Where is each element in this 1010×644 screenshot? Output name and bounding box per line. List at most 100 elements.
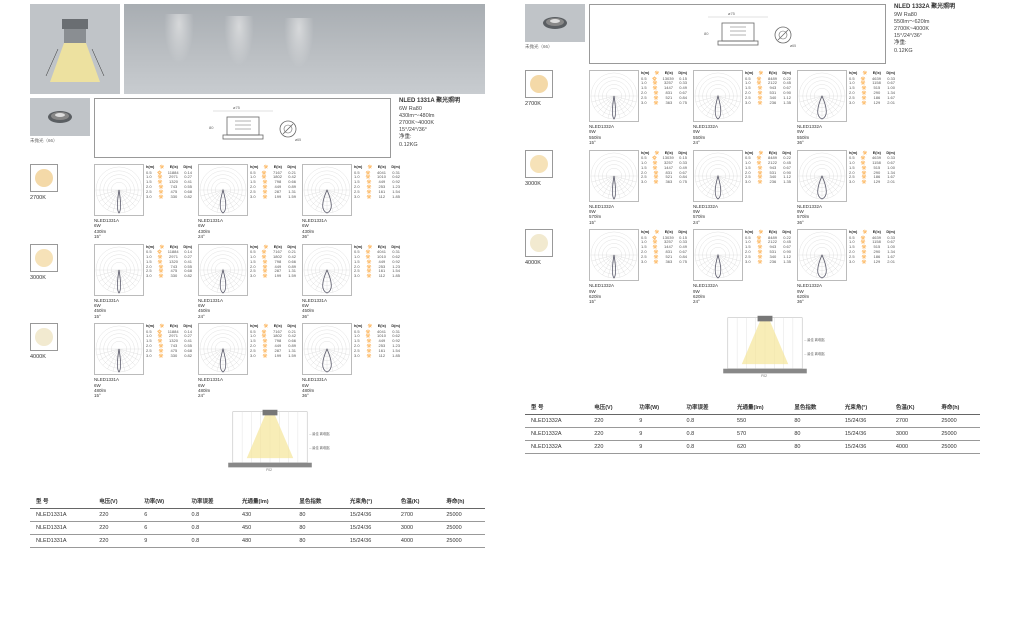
table-cell: 4000	[395, 534, 440, 547]
polar-diagram	[797, 229, 847, 281]
table-row: NLED1331A22060.84308015/24/36270025000	[30, 508, 485, 521]
table-cell: 25000	[935, 427, 980, 440]
spec-row: 未抛光（66） ø75 80 ø65	[30, 98, 485, 158]
table-header: 显色指数	[293, 494, 344, 509]
cct-label: 3000K	[525, 181, 541, 187]
table-cell: 15/24/36	[839, 440, 890, 453]
table-cell: 80	[293, 534, 344, 547]
photometric-card: h(m)🔆E(lx)D(m)0.5🔆46390.331.0🔆11580.671.…	[797, 150, 897, 226]
table-cell: 0.8	[681, 427, 732, 440]
table-cell: 2700	[395, 508, 440, 521]
table-header: 型 号	[525, 400, 588, 415]
table-cell: 25000	[440, 508, 485, 521]
table-cell: 25000	[935, 414, 980, 427]
temp-section: 2700Kh(m)🔆E(lx)D(m)0.5🔆130390.151.0🔆3257…	[525, 70, 980, 146]
cct-swatch	[30, 323, 58, 351]
cct-label: 4000K	[525, 260, 541, 266]
table-cell: 0.8	[186, 508, 237, 521]
lux-table: h(m)🔆E(lx)D(m)0.5🔆71670.211.0🔆18020.421.…	[248, 323, 298, 375]
svg-text:ø65: ø65	[295, 138, 301, 142]
table-cell: 25000	[440, 521, 485, 534]
spec-lumen: 550lm～620lm	[894, 19, 980, 26]
table-cell: 570	[731, 427, 788, 440]
table-header: 光通量(lm)	[236, 494, 293, 509]
table-cell: 620	[731, 440, 788, 453]
table-header: 显色指数	[788, 400, 839, 415]
spec-weight-label: 净重:	[399, 134, 485, 141]
table-header: 寿命(h)	[440, 494, 485, 509]
table-row: NLED1332A22090.86208015/24/36400025000	[525, 440, 980, 453]
cct-label: 4000K	[30, 354, 46, 360]
table-row: NLED1332A22090.85708015/24/36300025000	[525, 427, 980, 440]
table-cell: 220	[93, 508, 138, 521]
card-info: NLED1331A6W480lm15°	[94, 375, 194, 399]
table-header: 寿命(h)	[935, 400, 980, 415]
card-info: NLED1332A9W570lm15°	[589, 202, 689, 226]
table-cell: 15/24/36	[839, 427, 890, 440]
lux-table: h(m)🔆E(lx)D(m)0.5🔆130390.151.0🔆32570.331…	[639, 150, 689, 202]
cct-swatch	[30, 164, 58, 192]
spec-row-right: 未抛光（66） ø75 80 ø65	[525, 4, 980, 64]
photometric-card: h(m)🔆E(lx)D(m)0.5🔆71670.211.0🔆18020.421.…	[198, 164, 298, 240]
card-info: NLED1331A6W480lm36°	[302, 375, 402, 399]
table-cell: 15/24/36	[344, 534, 395, 547]
left-column: 未抛光（66） ø75 80 ø65	[30, 4, 485, 548]
table-row: NLED1332A22090.85508015/24/36270025000	[525, 414, 980, 427]
cct-label: 3000K	[30, 275, 46, 281]
lux-table: h(m)🔆E(lx)D(m)0.5🔆84890.221.0🔆21220.451.…	[743, 150, 793, 202]
photometric-card: h(m)🔆E(lx)D(m)0.5🔆71670.211.0🔆18020.421.…	[198, 323, 298, 399]
photometric-card: h(m)🔆E(lx)D(m)0.5🔆130390.151.0🔆32570.331…	[589, 229, 689, 305]
card-info: NLED1331A6W430lm36°	[302, 216, 402, 240]
table-cell: 80	[293, 521, 344, 534]
hero-row	[30, 4, 485, 94]
table-cell: NLED1332A	[525, 427, 588, 440]
table-cell: 0.8	[186, 534, 237, 547]
lux-table: h(m)🔆E(lx)D(m)0.5🔆46390.331.0🔆11580.671.…	[847, 229, 897, 281]
lux-table: h(m)🔆E(lx)D(m)0.5🔆118840.141.0🔆29710.271…	[144, 164, 194, 216]
polar-diagram	[797, 150, 847, 202]
dimension-diagram: ø75 80 ø65	[589, 4, 886, 64]
table-header: 光束角(°)	[839, 400, 890, 415]
table-cell: 3000	[890, 427, 935, 440]
table-cell: 550	[731, 414, 788, 427]
card-info: NLED1332A9W570lm36°	[797, 202, 897, 226]
spec-text: NLED 1331A 聚光照明 6W Ra80 430lm～480lm 2700…	[395, 98, 485, 158]
table-cell: 80	[788, 440, 839, 453]
cct-swatch	[525, 150, 553, 178]
photometric-card: h(m)🔆E(lx)D(m)0.5🔆84890.221.0🔆21220.451.…	[693, 229, 793, 305]
lux-table: h(m)🔆E(lx)D(m)0.5🔆46390.331.0🔆11580.671.…	[847, 150, 897, 202]
temp-section: 3000K h(m)🔆E(lx)D(m)0.5🔆130390.151.0🔆3257…	[525, 150, 980, 226]
lux-table: h(m)🔆E(lx)D(m)0.5🔆46390.331.0🔆11580.671.…	[847, 70, 897, 122]
svg-text:F02: F02	[266, 468, 272, 472]
lux-table: h(m)🔆E(lx)D(m)0.5🔆84890.221.0🔆21220.451.…	[743, 70, 793, 122]
table-header: 功率误差	[186, 494, 237, 509]
card-info: NLED1332A9W550lm15°	[589, 122, 689, 146]
table-cell: 80	[293, 508, 344, 521]
table-cell: NLED1332A	[525, 440, 588, 453]
table-cell: 9	[633, 427, 680, 440]
card-info: NLED1332A9W550lm36°	[797, 122, 897, 146]
spec-lumen: 430lm～480lm	[399, 113, 485, 120]
spec-weight: 0.12KG	[399, 142, 485, 149]
polar-diagram	[198, 323, 248, 375]
polar-diagram	[94, 244, 144, 296]
spec-table-right: 型 号电压(V)功率(W)功率误差光通量(lm)显色指数光束角(°)色温(K)寿…	[525, 400, 980, 454]
polar-diagram	[693, 70, 743, 122]
svg-text:80: 80	[704, 31, 709, 36]
table-cell: 2700	[890, 414, 935, 427]
polar-diagram	[693, 150, 743, 202]
table-cell: 0.8	[186, 521, 237, 534]
table-cell: 80	[788, 427, 839, 440]
hero-render	[124, 4, 485, 94]
temp-sections-right: 2700Kh(m)🔆E(lx)D(m)0.5🔆130390.151.0🔆3257…	[525, 70, 980, 309]
polar-diagram	[589, 70, 639, 122]
table-header: 电压(V)	[93, 494, 138, 509]
product-photo-thumb	[30, 98, 90, 136]
table-header: 功率(W)	[138, 494, 185, 509]
spec-left: 未抛光（66）	[30, 98, 90, 158]
svg-text:ø75: ø75	[728, 11, 736, 16]
spec-cct: 2700K~4000K	[399, 120, 485, 127]
photometric-card: h(m)🔆E(lx)D(m)0.5🔆40410.311.0🔆10100.621.…	[302, 244, 402, 320]
lux-table: h(m)🔆E(lx)D(m)0.5🔆40410.311.0🔆10100.621.…	[352, 323, 402, 375]
table-header: 色温(K)	[395, 494, 440, 509]
